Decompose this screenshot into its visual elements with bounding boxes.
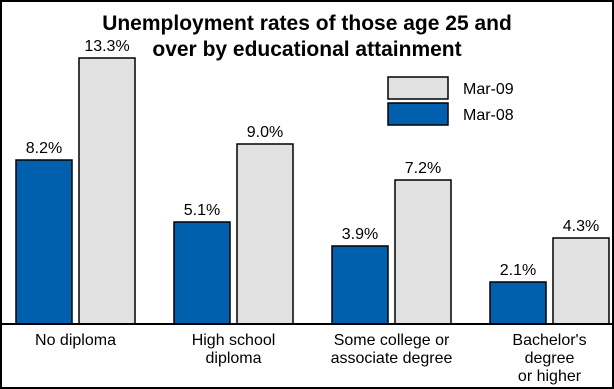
category-label-2-1: associate degree — [331, 350, 453, 367]
category-label-2-0: Some college or — [334, 332, 450, 349]
chart-title-line-2: over by educational attainment — [152, 38, 461, 61]
category-label-1-0: High school — [192, 332, 276, 349]
legend: Mar-09 Mar-08 — [387, 76, 514, 126]
category-label-3-1: degree — [525, 350, 575, 367]
data-label-mar-08-0: 8.2% — [26, 140, 62, 157]
data-label-mar-08-3: 2.1% — [500, 262, 536, 279]
data-label-mar-09-3: 4.3% — [563, 218, 599, 235]
data-label-mar-09-1: 9.0% — [247, 124, 283, 141]
legend-swatch-mar-09 — [387, 76, 449, 100]
bar-mar-08-1 — [173, 221, 231, 325]
chart-title-line-1: Unemployment rates of those age 25 and — [102, 12, 512, 35]
data-label-mar-09-0: 13.3% — [84, 38, 129, 55]
bar-mar-09-1 — [236, 143, 294, 325]
bar-mar-09-0 — [78, 57, 136, 325]
bars — [15, 57, 610, 325]
data-label-mar-09-2: 7.2% — [405, 160, 441, 177]
category-label-1-1: diploma — [205, 350, 261, 367]
data-label-mar-08-1: 5.1% — [184, 202, 220, 219]
bar-mar-09-3 — [552, 237, 610, 325]
bar-mar-08-3 — [489, 281, 547, 325]
category-label-0-0: No diploma — [35, 332, 116, 349]
category-label-3-2: or higher — [518, 368, 582, 385]
bar-labels: 8.2% 13.3% 5.1% 9.0% 3.9% 7.2% 2.1% 4.3% — [26, 38, 599, 279]
data-label-mar-08-2: 3.9% — [342, 226, 378, 243]
category-label-3-0: Bachelor's — [512, 332, 586, 349]
bar-mar-08-2 — [331, 245, 389, 325]
legend-swatch-mar-08 — [387, 102, 449, 126]
legend-label-mar-09: Mar-09 — [463, 81, 514, 98]
bar-mar-09-2 — [394, 179, 452, 325]
bar-mar-08-0 — [15, 159, 73, 325]
legend-label-mar-08: Mar-08 — [463, 107, 514, 124]
